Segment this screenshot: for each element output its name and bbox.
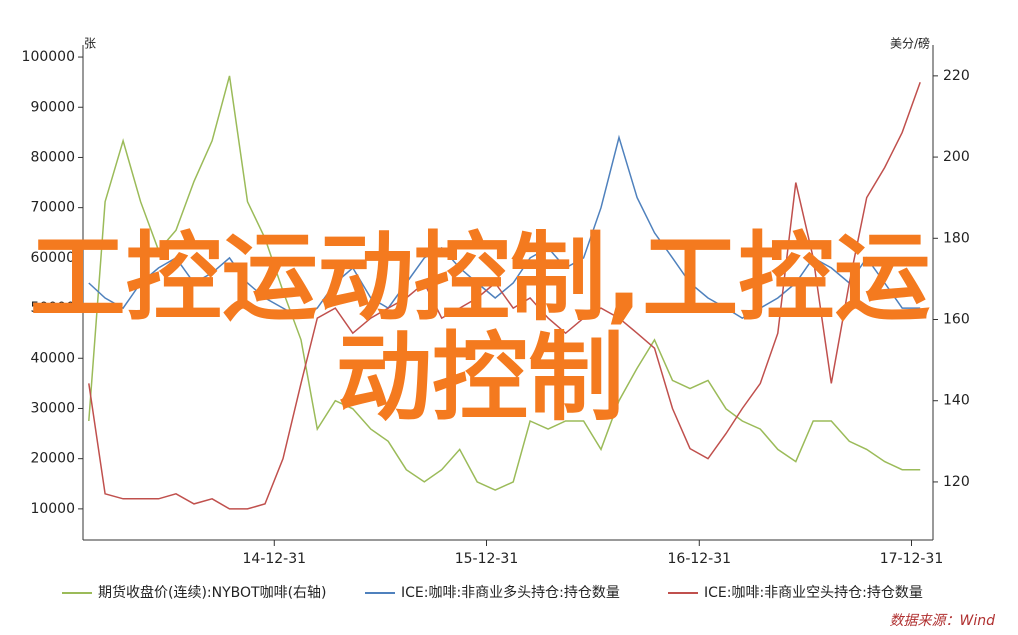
x-tick-label: 16-12-31 [668, 551, 732, 567]
y2-tick-label: 200 [943, 149, 970, 165]
y2-tick-label: 120 [943, 474, 970, 490]
y2-tick-label: 160 [943, 312, 970, 328]
y2-tick-label: 140 [943, 393, 970, 409]
y-tick-label: 70000 [30, 200, 75, 216]
y-tick-label: 100000 [22, 49, 75, 65]
y-tick-label: 50000 [30, 300, 75, 316]
series-line [88, 134, 921, 319]
x-tick-label: 17-12-31 [880, 551, 944, 567]
series-line [88, 75, 921, 491]
y2-axis-label: 美分/磅 [890, 36, 930, 51]
x-tick-label: 15-12-31 [455, 551, 519, 567]
y-tick-label: 30000 [30, 400, 75, 416]
y-axis-label: 张 [84, 37, 96, 51]
legend-label: ICE:咖啡:非商业多头持仓:持仓数量 [401, 584, 620, 601]
y-tick-label: 20000 [30, 451, 75, 467]
y2-tick-label: 220 [943, 68, 970, 84]
y-tick-label: 60000 [30, 250, 75, 266]
source: 数据来源：Wind [890, 613, 996, 629]
overlay-title: 工控运动控制,工控运动控制 [29, 222, 931, 434]
x-tick-label: 14-12-31 [243, 551, 307, 567]
y2-tick-label: 180 [943, 230, 970, 246]
legend-label: ICE:咖啡:非商业空头持仓:持仓数量 [704, 585, 923, 601]
legend-label: 期货收盘价(连续):NYBOT咖啡(右轴) [98, 584, 327, 601]
y-tick-label: 90000 [30, 99, 75, 115]
y-tick-label: 40000 [30, 350, 75, 366]
series-line [88, 81, 921, 510]
y-tick-label: 80000 [30, 149, 75, 165]
y-tick-label: 10000 [30, 501, 75, 517]
